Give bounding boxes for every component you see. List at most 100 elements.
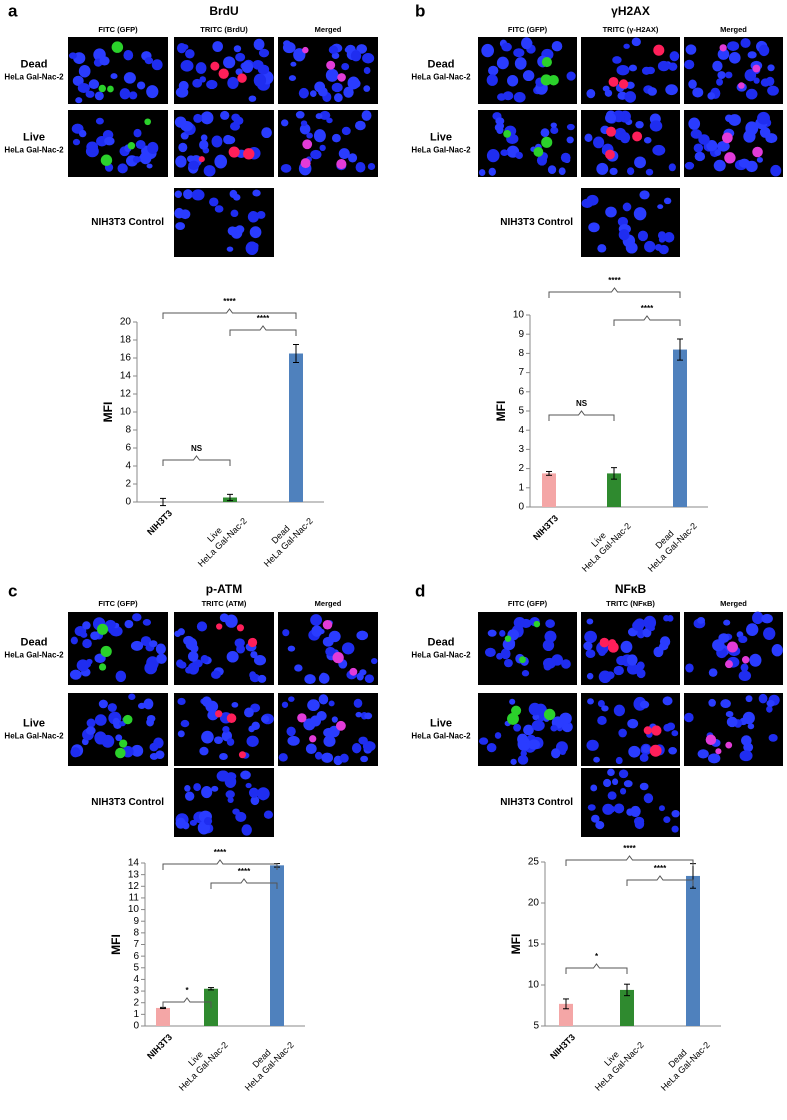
nucleus [528,702,542,716]
nucleus [187,651,199,662]
nucleus [668,163,676,172]
nucleus [616,655,627,666]
significance-label: **** [654,864,667,873]
column-header: TRITC (ATM) [202,599,247,608]
stained-cell [218,68,229,79]
nucleus [203,165,216,177]
nucleus [584,630,597,644]
stained-cell [725,741,733,749]
nucleus [639,700,650,709]
nucleus [146,85,159,99]
micrograph [174,768,274,837]
micrograph [581,37,680,104]
nucleus [494,732,502,739]
nucleus [685,44,697,55]
nucleus [124,619,134,629]
nucleus [356,630,369,641]
nucleus [226,650,239,663]
nucleus [343,86,354,98]
nucleus [240,770,251,780]
nucleus [364,674,375,684]
nucleus [628,64,638,72]
nucleus [647,87,657,96]
stained-cell [98,84,106,93]
nucleus [616,65,630,76]
nucleus [739,750,753,762]
nucleus [671,730,679,737]
row-cell-line: HeLa Gal-Nac-2 [411,732,471,741]
stained-cell [605,149,615,160]
bar [542,473,556,507]
column-header: FITC (GFP) [98,599,138,608]
nucleus [105,619,116,630]
nucleus [258,48,270,58]
row-cell-line: HeLa Gal-Nac-2 [4,651,64,660]
nucleus [550,122,557,128]
micrograph [478,110,577,177]
nucleus [214,205,224,213]
stained-cell [741,656,750,664]
micrograph [68,612,168,685]
nucleus [180,60,194,72]
nucleus [123,72,136,84]
bar [156,1007,170,1026]
panel-title: NFκB [615,582,647,596]
y-tick-label: 14 [128,858,140,869]
y-tick-label: 2 [125,479,131,490]
nucleus [626,808,634,816]
column-header: FITC (GFP) [508,599,548,608]
nucleus [295,110,305,119]
nucleus [746,623,759,637]
micrograph [581,188,680,257]
nucleus [214,736,223,744]
nucleus [643,793,654,804]
nucleus [310,90,317,97]
y-axis-label: MFI [494,401,508,422]
nucleus [481,43,494,58]
nucleus [597,244,607,253]
nucleus [82,638,92,649]
nucleus [547,165,557,175]
nucleus [202,698,212,708]
stained-cell [507,712,519,725]
nucleus [304,674,316,685]
nucleus [725,114,733,123]
nucleus [323,735,336,747]
nucleus [626,167,635,176]
significance-bracket [162,997,212,1008]
nucleus [587,804,596,811]
nucleus [180,719,190,728]
row-name: Live [430,717,452,729]
nucleus [333,93,343,103]
control-label: NIH3T3 Control [500,217,573,228]
nucleus [283,40,291,47]
y-tick-label: 9 [518,329,524,340]
nucleus [609,167,618,176]
nucleus [88,79,100,90]
significance-bracket [548,410,615,421]
nucleus [605,206,617,218]
nucleus [115,670,127,683]
nucleus [183,635,195,646]
nucleus [717,71,726,79]
stained-cell [618,79,629,89]
control-label: NIH3T3 Control [91,797,164,808]
micrograph [478,612,577,685]
micrograph [278,693,378,766]
nucleus [597,699,605,708]
nucleus [653,646,664,658]
nucleus [566,136,574,144]
nucleus [68,52,77,59]
stained-cell [724,152,736,164]
stained-cell [238,751,246,759]
nucleus [657,204,664,210]
nucleus [233,45,242,53]
nucleus [98,699,108,709]
stained-cell [123,714,133,725]
nucleus [688,117,701,130]
nucleus [151,59,163,71]
nucleus [146,714,156,723]
nucleus [725,710,734,718]
nucleus [591,814,600,823]
nucleus [174,630,181,637]
